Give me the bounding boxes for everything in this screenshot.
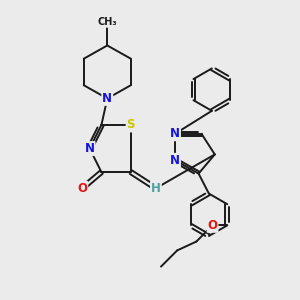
Text: N: N <box>170 154 180 167</box>
Text: S: S <box>127 118 135 131</box>
Text: N: N <box>85 142 94 155</box>
Text: H: H <box>151 182 161 195</box>
Text: N: N <box>170 127 180 140</box>
Text: N: N <box>102 92 112 105</box>
Text: O: O <box>77 182 87 195</box>
Text: O: O <box>208 219 218 232</box>
Text: CH₃: CH₃ <box>98 17 117 27</box>
